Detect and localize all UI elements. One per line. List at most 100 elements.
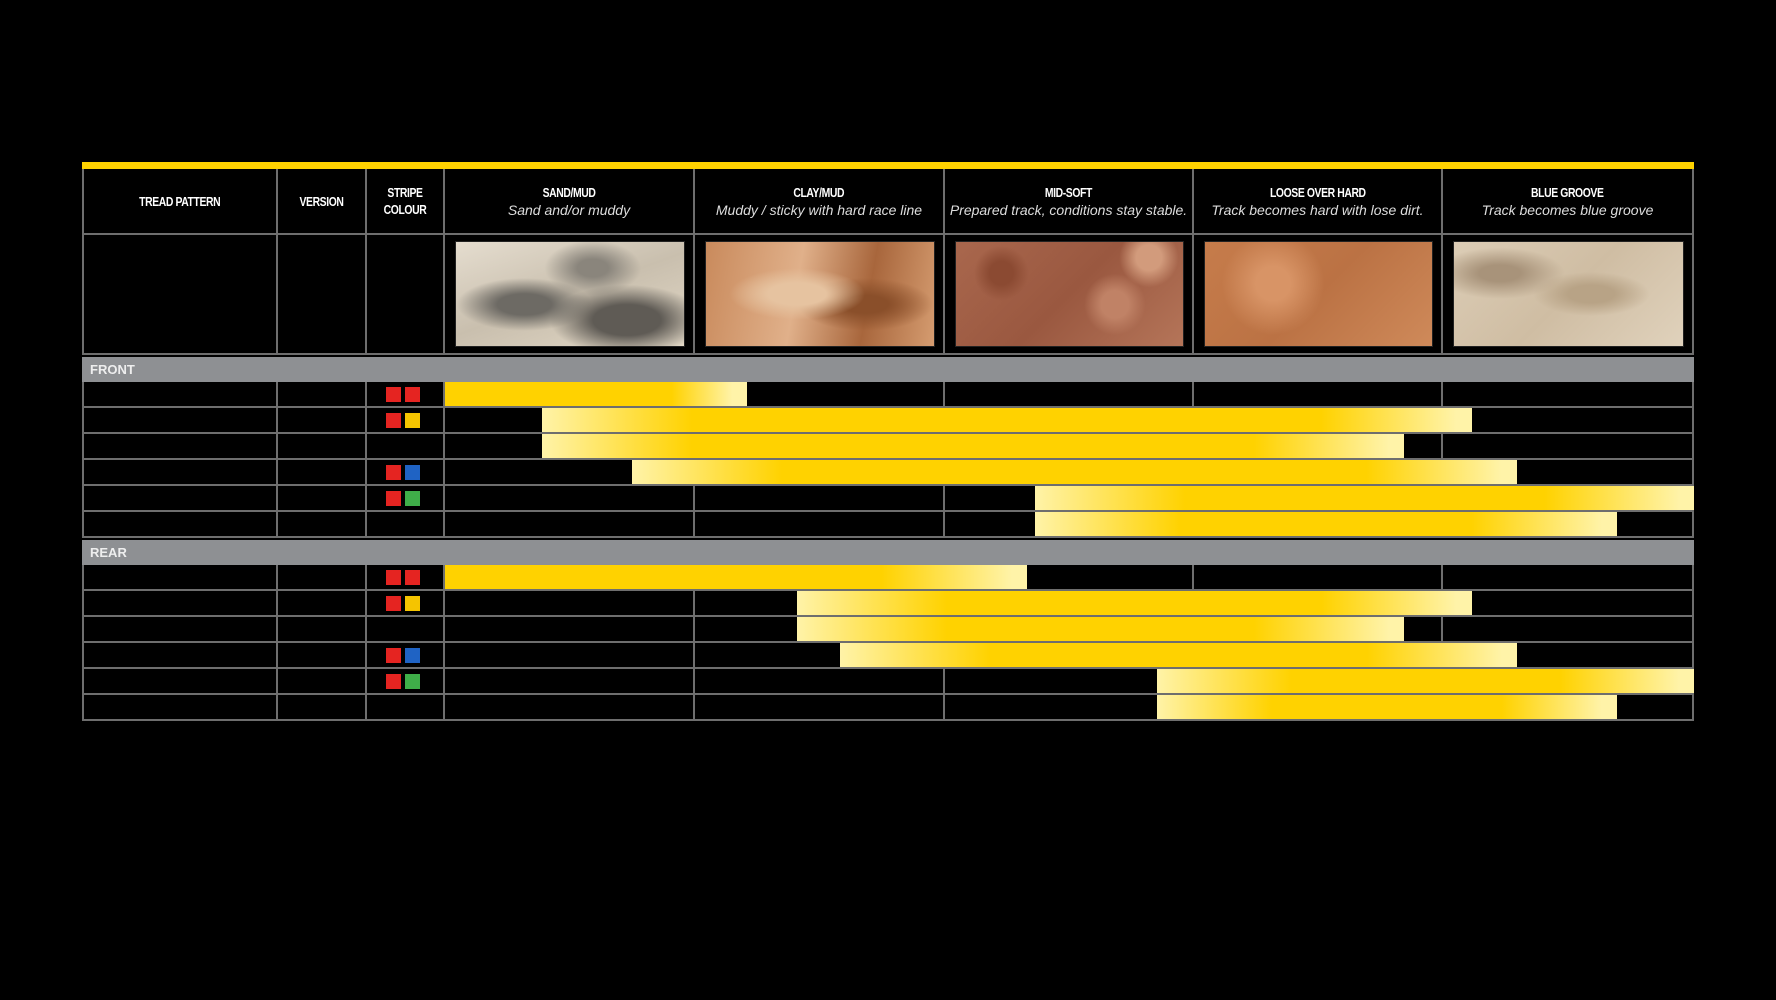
table-cell	[445, 591, 695, 617]
table-cell	[445, 643, 695, 669]
stripe-swatch-green	[405, 491, 420, 506]
stripe-swatch-red	[405, 387, 420, 402]
column-header-blue-groove: BLUE GROOVE Track becomes blue groove	[1443, 169, 1694, 235]
section-band-rear: REAR	[82, 540, 1694, 565]
table-cell	[1443, 591, 1694, 617]
image-cell	[367, 235, 445, 355]
table-cell	[82, 591, 278, 617]
column-subtitle: Track becomes blue groove	[1481, 201, 1654, 218]
column-title: VERSION	[299, 193, 344, 209]
stripe-swatch-green	[405, 674, 420, 689]
table-cell	[278, 382, 367, 408]
stripe-swatch-red	[386, 674, 401, 689]
table-cell	[82, 512, 278, 538]
range-bar	[445, 565, 1028, 589]
table-cell	[367, 643, 445, 669]
table-cell	[445, 669, 695, 695]
table-cell	[367, 617, 445, 643]
stripe-swatch-blue	[405, 648, 420, 663]
table-cell	[82, 382, 278, 408]
stripe-swatch-blue	[405, 465, 420, 480]
table-cell	[278, 643, 367, 669]
table-cell	[945, 382, 1194, 408]
table-cell	[445, 695, 695, 721]
table-cell	[367, 512, 445, 538]
table-cell	[278, 669, 367, 695]
table-cell	[82, 486, 278, 512]
table-cell	[278, 565, 367, 591]
range-bar	[445, 382, 748, 406]
column-subtitle: Muddy / sticky with hard race line	[715, 201, 923, 218]
terrain-photo-midsoft	[955, 241, 1184, 347]
image-cell	[278, 235, 367, 355]
table-cell	[82, 617, 278, 643]
table-cell	[278, 486, 367, 512]
column-subtitle: Prepared track, conditions stay stable.	[949, 201, 1188, 218]
table-cell	[82, 669, 278, 695]
stripe-swatch-red	[405, 570, 420, 585]
table-cell	[278, 591, 367, 617]
range-bar	[1034, 486, 1694, 510]
table-cell	[278, 434, 367, 460]
table-cell	[445, 486, 695, 512]
stripe-swatch-red	[386, 491, 401, 506]
table-cell	[82, 460, 278, 486]
range-bar	[542, 434, 1405, 458]
column-title: LOOSE OVER HARD	[1269, 184, 1366, 200]
terrain-photo-clay	[705, 241, 935, 347]
table-cell	[445, 512, 695, 538]
terrain-photo-sand	[455, 241, 685, 347]
table-cell	[82, 565, 278, 591]
terrain-photo-loose	[1204, 241, 1433, 347]
table-cell	[445, 617, 695, 643]
column-header-tread-pattern: TREAD PATTERN	[82, 169, 278, 235]
table-cell	[1443, 617, 1694, 643]
stripe-swatch-yellow	[405, 413, 420, 428]
section-band-front: FRONT	[82, 357, 1694, 382]
stripe-swatch-yellow	[405, 596, 420, 611]
table-cell	[1194, 565, 1443, 591]
range-bar	[839, 643, 1517, 667]
stripe-swatch-red	[386, 387, 401, 402]
table-cell	[1443, 434, 1694, 460]
terrain-photo-blue	[1453, 241, 1684, 347]
table-cell	[278, 460, 367, 486]
tire-selection-chart: TREAD PATTERN VERSION STRIPE COLOUR SAND/MU…	[82, 162, 1694, 724]
image-cell	[82, 235, 278, 355]
column-header-version: VERSION	[278, 169, 367, 235]
column-title: STRIPE COLOUR	[383, 185, 427, 217]
table-cell	[1443, 382, 1694, 408]
range-bar	[542, 408, 1472, 432]
range-bar	[1156, 695, 1617, 719]
column-subtitle: Track becomes hard with lose dirt.	[1211, 201, 1424, 218]
column-title: CLAY/MUD	[793, 184, 845, 200]
column-title: BLUE GROOVE	[1531, 184, 1604, 200]
table-cell	[367, 591, 445, 617]
range-bar	[797, 617, 1405, 641]
table-cell	[695, 512, 945, 538]
column-header-loose-over-hard: LOOSE OVER HARD Track becomes hard with l…	[1194, 169, 1443, 235]
stripe-swatch-red	[386, 648, 401, 663]
table-cell	[1443, 408, 1694, 434]
section-label: FRONT	[90, 362, 135, 377]
table-cell	[367, 434, 445, 460]
range-bar	[1156, 669, 1694, 693]
table-cell	[1443, 565, 1694, 591]
column-header-sand-mud: SAND/MUD Sand and/or muddy	[445, 169, 695, 235]
table-cell	[278, 408, 367, 434]
table-cell	[82, 434, 278, 460]
top-accent-bar	[82, 162, 1694, 169]
table-cell	[278, 695, 367, 721]
table-cell	[82, 408, 278, 434]
section-label: REAR	[90, 545, 127, 560]
column-header-mid-soft: MID-SOFT Prepared track, conditions stay …	[945, 169, 1194, 235]
column-subtitle: Sand and/or muddy	[507, 201, 631, 218]
table-cell	[1194, 382, 1443, 408]
column-title: TREAD PATTERN	[139, 193, 221, 209]
column-header-clay-mud: CLAY/MUD Muddy / sticky with hard race li…	[695, 169, 945, 235]
stripe-swatch-red	[386, 465, 401, 480]
table-cell	[82, 695, 278, 721]
table-cell	[278, 512, 367, 538]
table-cell	[695, 695, 945, 721]
table-cell	[82, 643, 278, 669]
